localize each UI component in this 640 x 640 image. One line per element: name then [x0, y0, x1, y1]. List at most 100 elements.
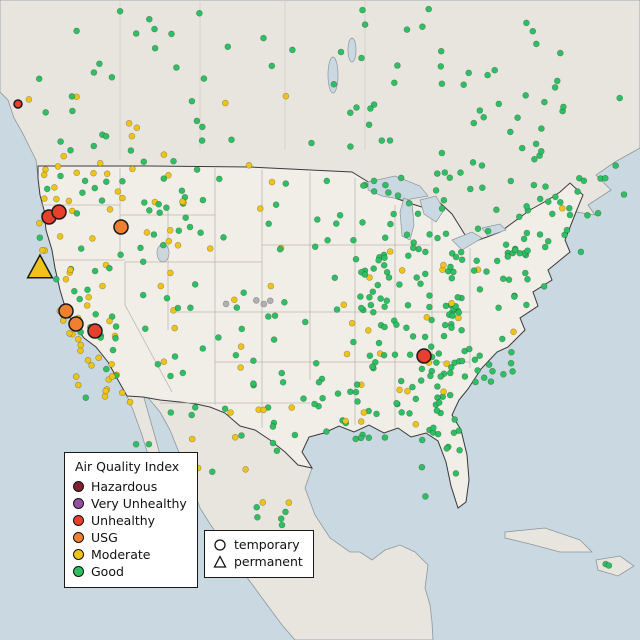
station-dot-good: [426, 292, 433, 299]
temporary-station-circle: [113, 219, 129, 235]
station-dot-good: [419, 23, 426, 31]
station-dot-moderate: [267, 282, 275, 290]
notable-stations-layer: [13, 99, 432, 364]
station-dot-good: [491, 66, 499, 74]
temporary-station-circle: [68, 316, 84, 332]
station-dot-good: [279, 378, 287, 386]
station-dot-good: [289, 46, 296, 54]
station-dot-good: [520, 235, 528, 243]
station-dot-good: [191, 404, 199, 411]
station-dot-good: [265, 220, 273, 228]
station-dot-good: [397, 174, 405, 182]
station-dot-good: [509, 368, 516, 375]
station-dot-good: [43, 185, 51, 193]
station-dot-good: [403, 324, 410, 332]
station-dot-good: [57, 172, 64, 180]
station-dot-good: [361, 271, 369, 278]
shape-legend-item-temporary: temporary: [213, 536, 303, 553]
station-dot-good: [232, 351, 240, 359]
station-dot-good: [432, 187, 440, 194]
station-dot-good: [566, 211, 574, 219]
station-dot-good: [199, 123, 206, 131]
station-dot-good: [323, 428, 330, 435]
station-dot-moderate: [66, 330, 73, 337]
station-dot-good: [146, 207, 153, 214]
station-dot-good: [516, 249, 524, 257]
station-dot-good: [470, 119, 478, 127]
station-dot-moderate: [157, 282, 165, 290]
station-dot-good: [548, 210, 556, 218]
station-dot-good: [427, 343, 435, 351]
station-dot-good: [301, 318, 309, 326]
station-dot-moderate: [412, 420, 420, 428]
station-dot-good: [42, 109, 50, 116]
station-dot-moderate: [179, 198, 186, 205]
station-dot-moderate: [366, 274, 373, 281]
station-dot-moderate: [206, 245, 214, 252]
station-dot-good: [271, 312, 279, 320]
station-dot-moderate: [85, 293, 92, 301]
station-dot-good: [268, 62, 276, 70]
station-dot-good: [250, 380, 257, 387]
circle-glyph-icon: [214, 538, 226, 551]
station-dot-moderate: [89, 235, 96, 242]
station-dot-good: [269, 439, 277, 447]
station-dot-good: [553, 77, 561, 85]
station-dot-good: [474, 367, 481, 374]
station-dot-good: [199, 345, 207, 352]
station-dot-good: [315, 378, 323, 386]
station-dot-good: [500, 370, 507, 378]
station-dot-good: [127, 147, 135, 154]
station-dot-moderate: [455, 314, 462, 322]
station-dot-moderate: [440, 388, 447, 396]
station-dot-moderate: [396, 386, 403, 394]
station-dot-good: [386, 137, 394, 144]
station-dot-good: [515, 213, 523, 221]
station-dot-good: [367, 301, 375, 309]
station-dot-moderate: [167, 269, 174, 277]
aqi-legend-item-good: Good: [73, 563, 187, 580]
station-dot-moderate: [343, 350, 351, 358]
station-dot-good: [370, 265, 378, 272]
aqi-legend-items: Hazardous Very Unhealthy Unhealthy USG Moder…: [73, 478, 187, 580]
station-dot-good: [91, 184, 99, 192]
station-dot-good: [200, 75, 208, 82]
station-dot-good: [601, 174, 609, 182]
station-dot-good: [240, 289, 247, 297]
station-dot-good: [90, 69, 98, 76]
station-dot-good: [417, 377, 425, 384]
temporary-station-circle: [51, 204, 67, 220]
station-dot-good: [366, 352, 374, 360]
station-dot-good: [536, 231, 544, 238]
station-dot-good: [369, 308, 377, 316]
station-dot-moderate: [77, 341, 85, 349]
station-dot-good: [361, 21, 369, 28]
station-dot-good: [374, 281, 382, 289]
station-dot-good: [357, 293, 364, 300]
aqi-legend-label: Very Unhealthy: [91, 496, 187, 511]
station-dot-moderate: [75, 381, 82, 389]
station-dot-moderate: [282, 92, 290, 100]
station-dot-good: [281, 298, 288, 306]
station-dot-good: [484, 227, 492, 235]
station-dot-good: [312, 359, 320, 367]
station-dot-moderate: [65, 197, 73, 205]
station-dot-good: [73, 210, 81, 217]
station-dot-good: [354, 398, 361, 405]
cuba-island: [504, 527, 593, 553]
station-dot-good: [433, 407, 441, 414]
station-dot-moderate: [108, 373, 116, 380]
station-dot-moderate: [171, 324, 178, 332]
station-dot-good: [146, 15, 153, 23]
station-dot-good: [565, 205, 573, 212]
station-dot-good: [430, 424, 437, 432]
station-dot-good: [35, 75, 43, 83]
station-dot-good: [478, 162, 486, 169]
station-dot-good: [112, 334, 119, 342]
station-dot-good: [406, 351, 414, 359]
station-dot-good: [366, 293, 373, 301]
station-dot-moderate: [125, 120, 133, 127]
station-dot-moderate: [166, 227, 174, 234]
station-dot-moderate: [188, 435, 196, 443]
